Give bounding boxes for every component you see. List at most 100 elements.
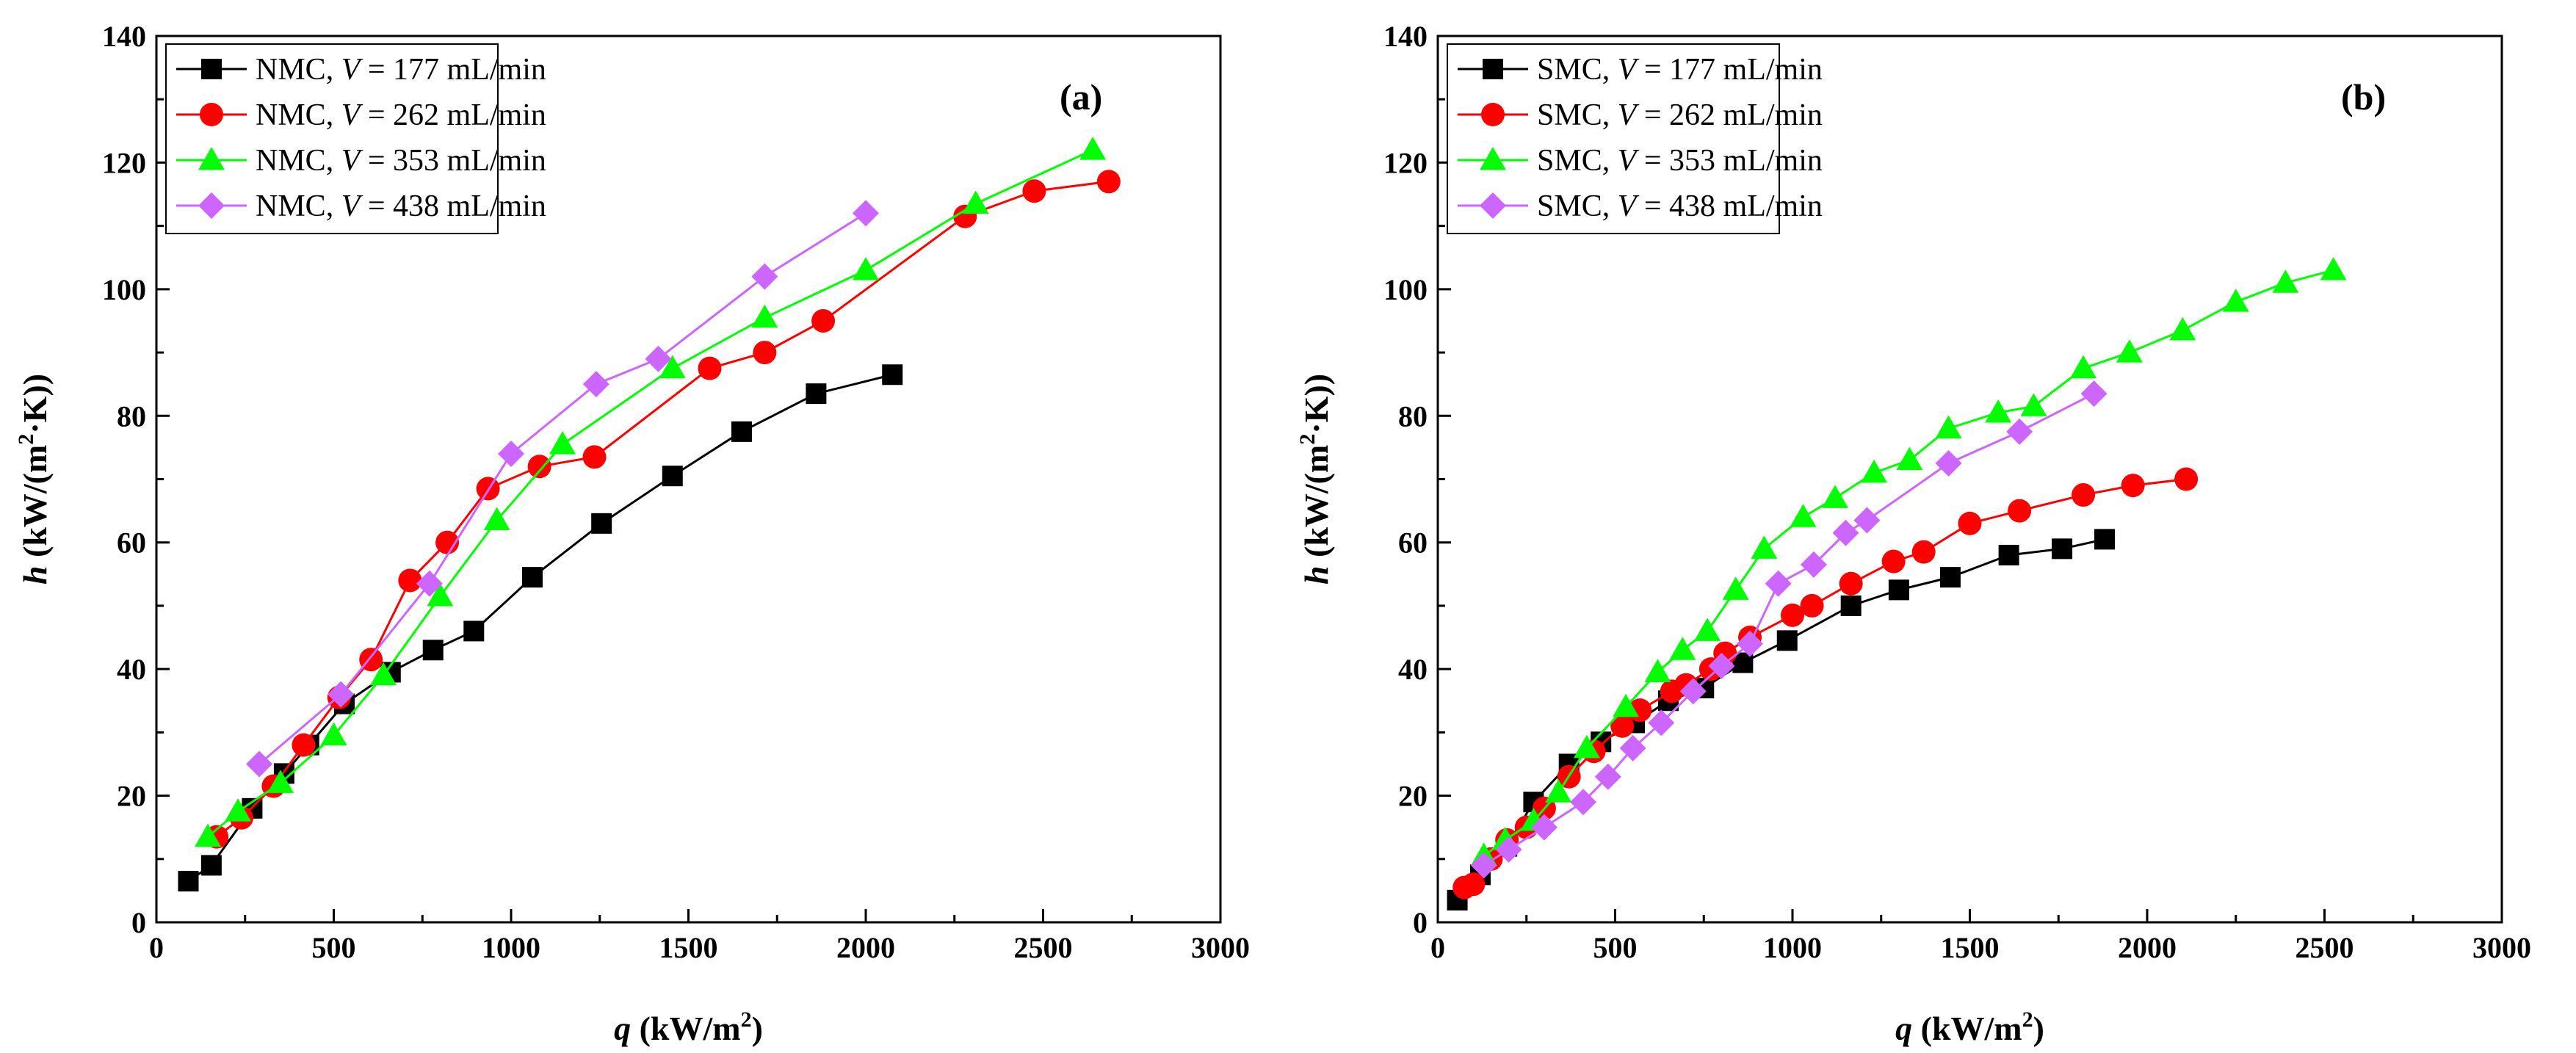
panel-a-series-3-point: [320, 722, 347, 746]
panel-a-series-1-point: [662, 466, 683, 487]
panel-a-series-3-point: [427, 582, 454, 607]
panel-b-y-tick-label: 0: [1413, 906, 1428, 939]
panel-a-series-2-point: [582, 445, 607, 469]
panel-a-series-4-point: [246, 750, 273, 778]
panel-a-series-3-point: [659, 355, 686, 379]
panel-a-series-3: [195, 137, 1107, 847]
panel-a-series-1-point: [422, 640, 444, 661]
panel-b-series-1-point: [1776, 630, 1798, 651]
panel-b-series-4-line: [1483, 392, 2095, 866]
panel-b-series-4-point: [1648, 709, 1675, 737]
panel-b-series-4-point: [1737, 630, 1764, 657]
panel-b-series-4-point: [1765, 570, 1792, 597]
panel-a-series-3-point: [225, 798, 252, 822]
panel-a-series-2-point: [292, 733, 316, 757]
panel-b-legend: SMC, V = 177 mL/min SMC, V = 262 mL/min SM…: [1447, 43, 1823, 234]
panel-a-y-tick-label: 120: [102, 146, 146, 179]
panel-b-series-3-point: [2116, 339, 2143, 363]
panel-b-series-3-point: [1751, 535, 1778, 559]
panel-b-series-4-point: [2006, 418, 2033, 445]
panel-b-series-3-point: [1545, 779, 1572, 803]
panel-a-series-2-point: [435, 530, 460, 554]
panel-b-series-3-point: [1790, 504, 1817, 527]
panel-b-series-3-point: [1612, 693, 1639, 717]
panel-b-series-1-point: [1840, 595, 1862, 616]
panel-a-series-2-point: [1022, 179, 1046, 203]
panel-b-series-1-point: [1939, 567, 1961, 588]
panel-a-legend-entry-3: NMC, V = 353 mL/min: [256, 144, 546, 178]
panel-a-series-3-point: [370, 662, 397, 686]
panel-b-series-1-point: [2094, 529, 2116, 550]
panel-a-series-4-point: [416, 570, 443, 597]
panel-a-series-4: [246, 200, 879, 778]
panel-a-series-2: [205, 170, 1121, 849]
panel-a-legend: NMC, V = 177 mL/min NMC, V = 262 mL/min NM…: [165, 43, 546, 234]
panel-a-y-tick-label: 140: [102, 20, 146, 53]
panel-a-series-3-point: [853, 256, 879, 281]
panel-b-series-2-point: [2008, 499, 2032, 523]
panel-b-series-3-point: [2320, 256, 2347, 281]
panel-b-x-tick-label: 2000: [2118, 931, 2177, 964]
panel-a-series-3-point: [751, 304, 778, 328]
panel-b-x-axis-title: q (kW/m2): [1895, 1007, 2044, 1047]
panel-a-series-1: [178, 364, 903, 891]
panel-a-series-4-point: [498, 441, 524, 468]
panel-b-series-3-point: [1694, 618, 1721, 641]
panel-b-series-4-point: [1708, 652, 1735, 679]
panel-a-x-tick-label: 1500: [659, 931, 718, 964]
panel-b-y-tick-label: 80: [1398, 399, 1428, 433]
panel-a-series-2-line: [216, 180, 1110, 838]
panel-a-x-tick-label: 2000: [836, 931, 895, 964]
panel-b-series-3-point: [2222, 289, 2249, 312]
panel-b-x-tick-label: 500: [1593, 931, 1638, 964]
panel-b-x-tick-label: 1000: [1763, 931, 1822, 964]
panel-a-series-1-point: [731, 421, 752, 442]
panel-b-series-3-point: [2070, 355, 2097, 379]
panel-b-series-3: [1470, 256, 2347, 866]
panel-b-y-tick-label: 140: [1383, 20, 1428, 53]
panel-a-series-3-line: [207, 148, 1093, 838]
panel-b-series-4: [1470, 380, 2108, 879]
panel-b-legend-entry-4: SMC, V = 438 mL/min: [1537, 189, 1823, 223]
panel-b-series-4-point: [1570, 789, 1597, 816]
panel-a-y-tick-label: 0: [131, 906, 146, 939]
panel-a-y-tick-label: 60: [117, 526, 146, 560]
panel-a-y-axis-title: h (kW/(m2·K)): [14, 374, 54, 585]
panel-b-legend-entry-3: SMC, V = 353 mL/min: [1537, 144, 1823, 178]
panel-a-x-tick-label: 0: [149, 931, 164, 964]
panel-b-series-3-point: [1935, 415, 1962, 439]
panel-a-series-2-point: [698, 356, 722, 380]
panel-b-legend-marker-3: [1480, 147, 1506, 170]
panel-b-series-2-point: [1911, 540, 1936, 564]
panel-a-series-1-point: [463, 620, 485, 642]
panel-b-series-4-point: [1853, 507, 1881, 534]
panel-b-y-tick-label: 40: [1398, 653, 1428, 686]
panel-a-series-1-point: [806, 383, 827, 405]
panel-b-y-tick-label: 100: [1383, 273, 1428, 306]
panel-b-series-4-point: [1495, 836, 1522, 863]
panel-a-series-4-point: [328, 681, 355, 708]
panel-a-series-3-point: [1079, 137, 1107, 160]
panel-b-series-3-point: [1821, 485, 1848, 508]
panel-a-series-3-point: [267, 770, 294, 793]
panel-a-series-2-point: [527, 455, 551, 479]
panel-a-series-2-point: [811, 308, 836, 333]
panel-b-series-2-point: [1610, 714, 1635, 738]
panel-a-x-tick-label: 1000: [482, 931, 540, 964]
panel-b-series-2-line: [1464, 478, 2187, 889]
panel-a-legend-marker-4: [198, 192, 225, 219]
panel-b-x-tick-label: 0: [1430, 931, 1445, 964]
panel-a-series-1-line: [187, 373, 893, 883]
panel-b-line-chart: 0 500 1000 1500 2000 2500 3000 0 20 40 60 80 100 120 1…: [1295, 20, 2531, 1047]
panel-a-line-chart: 0 500 1000 1500 2000 2500 3000 0 20 40 60 80 100 120 1…: [14, 20, 1250, 1047]
panel-b-series-1-point: [1888, 579, 1909, 601]
panel-b-series-3-point: [2272, 269, 2299, 293]
panel-a-y-tick-label: 80: [117, 399, 146, 433]
panel-a-legend-marker-3: [198, 147, 225, 170]
panel-a-series-4-point: [645, 345, 672, 372]
panel-a-legend-entry-1: NMC, V = 177 mL/min: [256, 53, 546, 87]
panel-b-y-axis-title: h (kW/(m2·K)): [1295, 374, 1335, 585]
panel-b-legend-marker-1: [1483, 59, 1503, 79]
panel-b-series-2-point: [2121, 474, 2145, 498]
panel-b-series-3-point: [1669, 637, 1696, 660]
